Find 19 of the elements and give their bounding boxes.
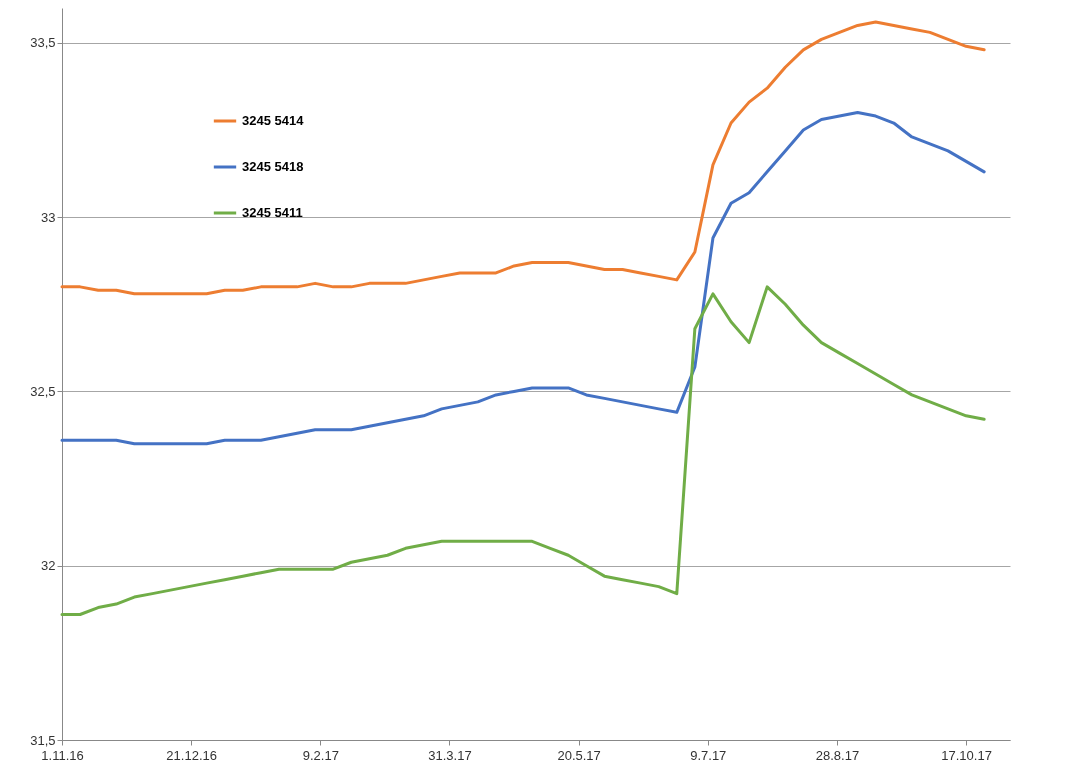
x-tick-label: 9.2.17	[302, 747, 339, 763]
x-tick-label: 9.7.17	[690, 747, 727, 763]
legend-label: 3245 5414	[242, 113, 305, 128]
y-tick-label: 32,5	[30, 383, 56, 399]
line-series	[60, 285, 986, 617]
x-tick-label: 17.10.17	[941, 747, 992, 763]
x-tick-label: 28.8.17	[815, 747, 860, 763]
x-tick-label: 31.3.17	[428, 747, 472, 763]
y-tick-label: 33	[41, 209, 56, 225]
line-series	[60, 20, 986, 296]
y-tick-label: 32	[41, 558, 56, 574]
y-tick-label: 33,5	[30, 35, 56, 51]
x-tick-label: 21.12.16	[166, 747, 217, 763]
y-tick-label: 31,5	[30, 732, 56, 748]
legend-label: 3245 5418	[242, 159, 304, 174]
line-series	[60, 111, 986, 446]
x-tick-label: 20.5.17	[557, 747, 601, 763]
legend-label: 3245 5411	[242, 205, 303, 220]
x-tick-label: 1.11.16	[41, 747, 84, 763]
